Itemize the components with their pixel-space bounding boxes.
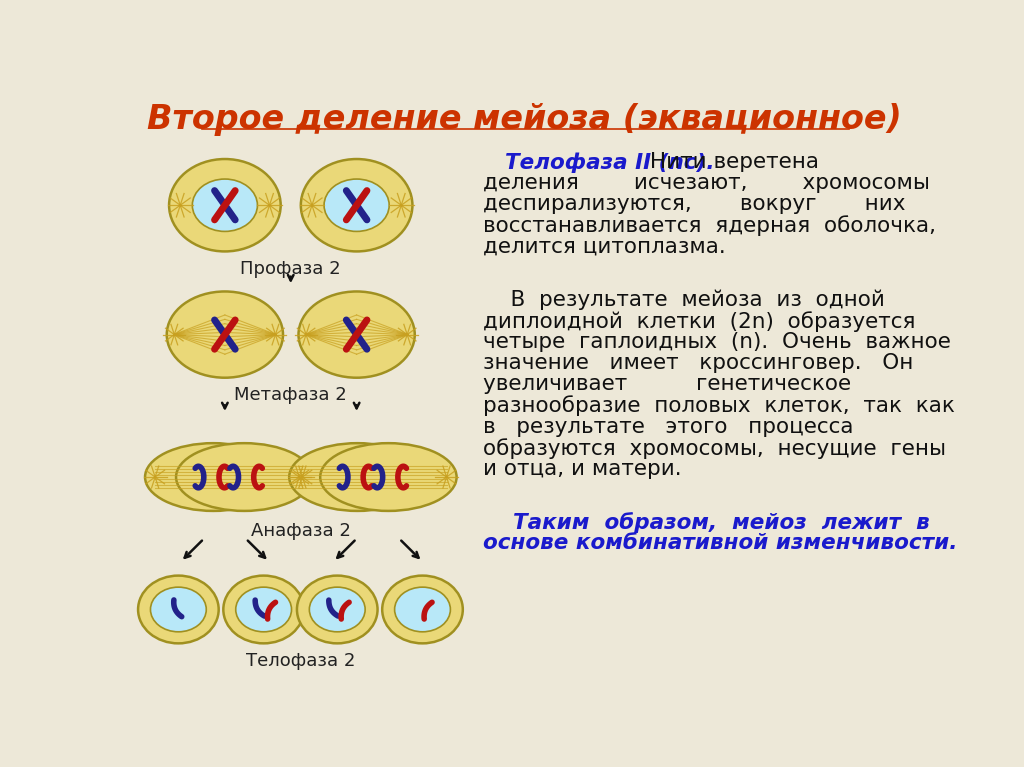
Text: в   результате   этого   процесса: в результате этого процесса xyxy=(483,416,853,436)
Text: Нити веретена: Нити веретена xyxy=(643,152,818,172)
Text: и отца, и матери.: и отца, и матери. xyxy=(483,459,682,479)
Text: делится цитоплазма.: делится цитоплазма. xyxy=(483,237,726,257)
Text: увеличивает          генетическое: увеличивает генетическое xyxy=(483,374,851,394)
Ellipse shape xyxy=(324,179,389,232)
Text: деспирализуются,       вокруг       них: деспирализуются, вокруг них xyxy=(483,195,905,215)
Bar xyxy=(218,453,240,501)
Ellipse shape xyxy=(167,291,283,377)
Ellipse shape xyxy=(138,575,219,644)
Ellipse shape xyxy=(321,443,457,511)
Text: Второе деление мейоза (эквационное): Второе деление мейоза (эквационное) xyxy=(147,104,902,137)
Ellipse shape xyxy=(382,575,463,644)
Ellipse shape xyxy=(289,443,426,511)
Text: Телофаза 2: Телофаза 2 xyxy=(246,652,355,670)
Text: Метафаза 2: Метафаза 2 xyxy=(234,386,347,404)
Ellipse shape xyxy=(236,588,292,632)
Ellipse shape xyxy=(145,443,282,511)
Text: деления        исчезают,        хромосомы: деления исчезают, хромосомы xyxy=(483,173,930,193)
Bar xyxy=(362,453,384,501)
Ellipse shape xyxy=(193,179,257,232)
Text: восстанавливается  ядерная  оболочка,: восстанавливается ядерная оболочка, xyxy=(483,216,936,236)
Ellipse shape xyxy=(301,159,413,252)
Ellipse shape xyxy=(299,291,415,377)
Ellipse shape xyxy=(176,443,312,511)
Ellipse shape xyxy=(309,588,366,632)
Ellipse shape xyxy=(223,575,304,644)
Text: Профаза 2: Профаза 2 xyxy=(241,260,341,278)
Text: разнообразие  половых  клеток,  так  как: разнообразие половых клеток, так как xyxy=(483,396,954,416)
Text: Анафаза 2: Анафаза 2 xyxy=(251,522,351,540)
Text: основе комбинативной изменчивости.: основе комбинативной изменчивости. xyxy=(483,533,957,553)
Ellipse shape xyxy=(169,159,281,252)
Text: Телофаза II (nc).: Телофаза II (nc). xyxy=(505,152,714,173)
Ellipse shape xyxy=(297,575,378,644)
Ellipse shape xyxy=(394,588,451,632)
Text: диплоидной  клетки  (2n)  образуется: диплоидной клетки (2n) образуется xyxy=(483,311,915,332)
Text: В  результате  мейоза  из  одной: В результате мейоза из одной xyxy=(483,290,885,310)
Text: четыре  гаплоидных  (n).  Очень  важное: четыре гаплоидных (n). Очень важное xyxy=(483,332,951,352)
Text: значение   имеет   кроссинговер.   Он: значение имеет кроссинговер. Он xyxy=(483,354,913,374)
Ellipse shape xyxy=(151,588,206,632)
Text: Таким  образом,  мейоз  лежит  в: Таким образом, мейоз лежит в xyxy=(483,512,930,533)
Text: образуются  хромосомы,  несущие  гены: образуются хромосомы, несущие гены xyxy=(483,438,946,459)
